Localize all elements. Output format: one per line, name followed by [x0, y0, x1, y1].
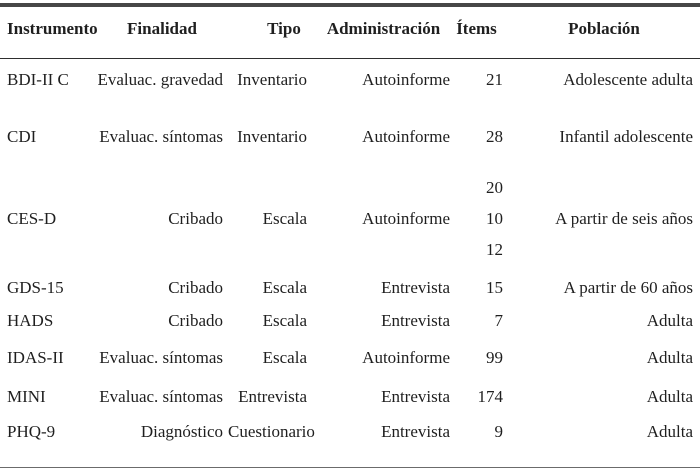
column-header-items: Ítems — [456, 18, 497, 38]
cell-poblacion: Adulta — [646, 421, 693, 441]
cell-items-line: 21 — [486, 69, 503, 89]
cell-finalidad: Diagnóstico — [140, 421, 223, 441]
cell-finalidad: Evaluac. gravedad — [97, 69, 223, 89]
cell-tipo: Escala — [262, 278, 307, 297]
cell-administracion: Entrevista — [381, 278, 450, 297]
cell-poblacion: Infantil adolescente — [559, 127, 693, 146]
cell-poblacion: Adulta — [646, 310, 693, 330]
items-stack: 9 — [455, 421, 504, 441]
cell-instrumento: HADS — [7, 310, 54, 330]
cell-tipo: Escala — [262, 209, 307, 228]
cell-administracion: Autoinforme — [362, 127, 450, 146]
column-header-tipo: Tipo — [267, 18, 301, 38]
cell-administracion: Entrevista — [381, 310, 450, 330]
items-stack: 7 — [455, 310, 504, 330]
cell-items: 20 10 12 — [455, 170, 508, 272]
cell-finalidad: Evaluac. síntomas — [99, 127, 223, 146]
items-stack: 15 — [455, 278, 503, 297]
cell-items-line: 9 — [494, 421, 504, 441]
cell-administracion: Autoinforme — [362, 347, 450, 367]
cell-items: 174 — [455, 378, 508, 416]
cell-items-line: 20 — [486, 178, 503, 197]
cell-items: 99 — [455, 337, 508, 378]
cell-administracion: Autoinforme — [362, 69, 450, 89]
cell-items-line: 174 — [477, 387, 504, 406]
column-header-instrumento: Instrumento — [7, 18, 98, 38]
table-bottom-rule — [0, 466, 700, 468]
cell-finalidad: Cribado — [168, 209, 223, 228]
items-stack: 20 10 12 — [455, 172, 503, 265]
cell-finalidad: Evaluac. síntomas — [99, 347, 223, 367]
table-row: MINI Evaluac. síntomas Entrevista Entrevist… — [0, 378, 700, 416]
table-header-row: Instrumento Finalidad Tipo Administración Ít… — [0, 7, 700, 59]
cell-instrumento: IDAS-II — [7, 347, 64, 367]
cell-items: 28 — [455, 112, 508, 170]
cell-items-line: 12 — [486, 240, 503, 259]
cell-items-line: 99 — [486, 347, 503, 367]
cell-poblacion: A partir de 60 años — [563, 278, 693, 297]
column-header-administracion: Administración — [326, 18, 441, 38]
cell-instrumento: MINI — [7, 387, 46, 406]
cell-instrumento: BDI-II C — [7, 69, 69, 89]
table-row: BDI-II C Evaluac. gravedad Inventario Autoi… — [0, 59, 700, 112]
cell-items-line: 28 — [486, 127, 503, 146]
cell-tipo: Inventario — [237, 127, 307, 146]
cell-items: 7 — [455, 304, 508, 337]
cell-tipo: Escala — [262, 347, 307, 367]
table-row: CDI Evaluac. síntomas Inventario Autoinform… — [0, 112, 700, 170]
cell-items: 9 — [455, 416, 508, 467]
table-row: IDAS-II Evaluac. síntomas Escala Autoinform… — [0, 337, 700, 378]
cell-finalidad: Cribado — [168, 278, 223, 297]
cell-poblacion: Adolescente adulta — [563, 69, 693, 89]
table-row: GDS-15 Cribado Escala Entrevista 15 A partir … — [0, 272, 700, 304]
column-header-finalidad: Finalidad — [127, 18, 197, 38]
cell-items-line: 15 — [486, 278, 503, 297]
cell-poblacion: A partir de seis años — [555, 209, 693, 228]
cell-poblacion: Adulta — [646, 347, 693, 367]
items-stack: 99 — [455, 348, 503, 367]
table-row: PHQ-9 Diagnóstico Cuestionario Entrevista 9 A… — [0, 416, 700, 467]
cell-administracion: Entrevista — [381, 421, 450, 441]
cell-tipo: Inventario — [237, 69, 307, 89]
cell-finalidad: Evaluac. síntomas — [99, 387, 223, 406]
table-top-rule — [0, 3, 700, 7]
cell-tipo: Cuestionario — [228, 421, 315, 441]
cell-tipo: Entrevista — [238, 387, 307, 406]
items-stack: 28 — [455, 127, 503, 146]
cell-items-line: 7 — [494, 310, 504, 330]
cell-instrumento: GDS-15 — [7, 278, 64, 297]
instruments-table: Instrumento Finalidad Tipo Administración Ít… — [0, 7, 700, 467]
column-header-poblacion: Población — [568, 18, 640, 38]
cell-tipo: Escala — [262, 310, 307, 330]
cell-poblacion: Adulta — [646, 387, 693, 406]
items-stack: 21 — [455, 70, 503, 89]
cell-items: 21 — [455, 59, 508, 112]
cell-finalidad: Cribado — [168, 310, 223, 330]
cell-instrumento: CDI — [7, 127, 37, 146]
cell-items-line: 10 — [486, 209, 503, 228]
cell-instrumento: CES-D — [7, 209, 57, 228]
table-body: BDI-II C Evaluac. gravedad Inventario Autoi… — [0, 59, 700, 467]
table-row: CES-D Cribado Escala Autoinforme 20 10 12 A par… — [0, 170, 700, 272]
items-stack: 174 — [455, 387, 504, 406]
table-row: HADS Cribado Escala Entrevista 7 Adulta — [0, 304, 700, 337]
cell-administracion: Autoinforme — [362, 209, 450, 228]
cell-items: 15 — [455, 272, 508, 304]
cell-instrumento: PHQ-9 — [7, 421, 56, 441]
table-header: Instrumento Finalidad Tipo Administración Ít… — [0, 7, 700, 59]
cell-administracion: Entrevista — [381, 387, 450, 406]
